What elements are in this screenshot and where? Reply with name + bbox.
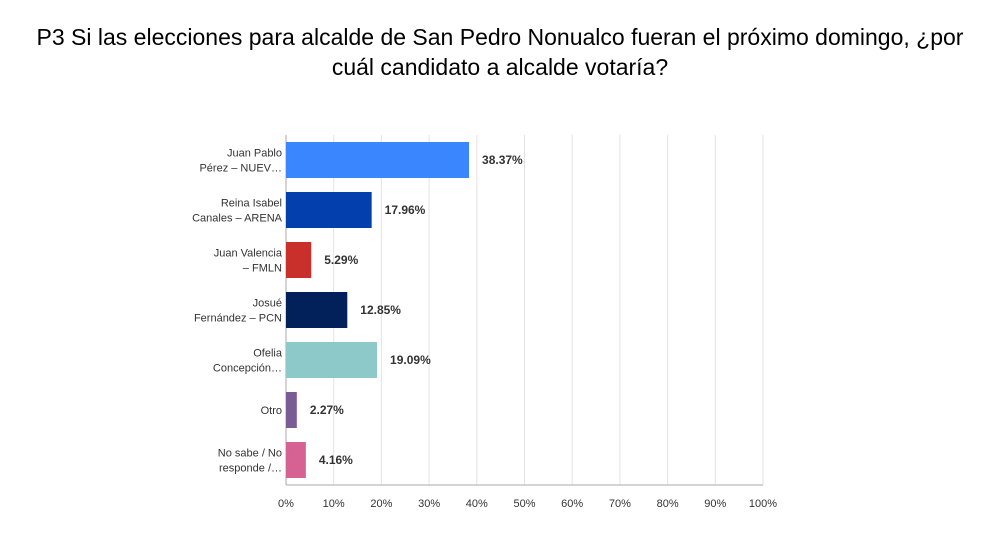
x-tick-label: 100% [749, 498, 777, 510]
bar [286, 342, 378, 378]
x-tick-label: 70% [609, 498, 631, 510]
data-label: 2.27% [310, 403, 344, 417]
x-tick-label: 30% [418, 498, 440, 510]
bar [286, 142, 470, 178]
data-label: 17.96% [385, 203, 426, 217]
category-label: Juan Pablo Pérez – NUEV… [199, 148, 282, 175]
chart-title: P3 Si las elecciones para alcalde de San… [10, 22, 990, 82]
category-label: Ofelia Concepción… [213, 348, 283, 375]
x-tick-label: 60% [561, 498, 583, 510]
bar [286, 192, 372, 228]
x-tick-label: 90% [704, 498, 726, 510]
x-tick-label: 40% [466, 498, 488, 510]
category-label: Reina Isabel Canales – ARENA [192, 198, 283, 225]
chart-title-line-1: P3 Si las elecciones para alcalde de San… [36, 24, 964, 50]
bar [286, 292, 348, 328]
category-label: Otro [261, 405, 282, 417]
data-label: 5.29% [324, 253, 358, 267]
data-label: 4.16% [319, 453, 353, 467]
x-tick-label: 0% [278, 498, 294, 510]
data-label: 19.09% [390, 353, 431, 367]
category-label: No sabe / No responde /… [218, 448, 282, 475]
x-tick-label: 20% [370, 498, 392, 510]
x-tick-label: 50% [513, 498, 535, 510]
chart-title-line-2: cuál candidato a alcalde votaría? [331, 54, 669, 80]
bar [286, 442, 306, 478]
category-label: Josué Fernández – PCN [194, 298, 282, 325]
x-tick-label: 10% [323, 498, 345, 510]
category-label: Juan Valencia – FMLN [214, 248, 283, 275]
data-label: 38.37% [482, 153, 523, 167]
bar [286, 392, 297, 428]
bar [286, 242, 312, 278]
data-label: 12.85% [360, 303, 401, 317]
x-tick-label: 80% [657, 498, 679, 510]
